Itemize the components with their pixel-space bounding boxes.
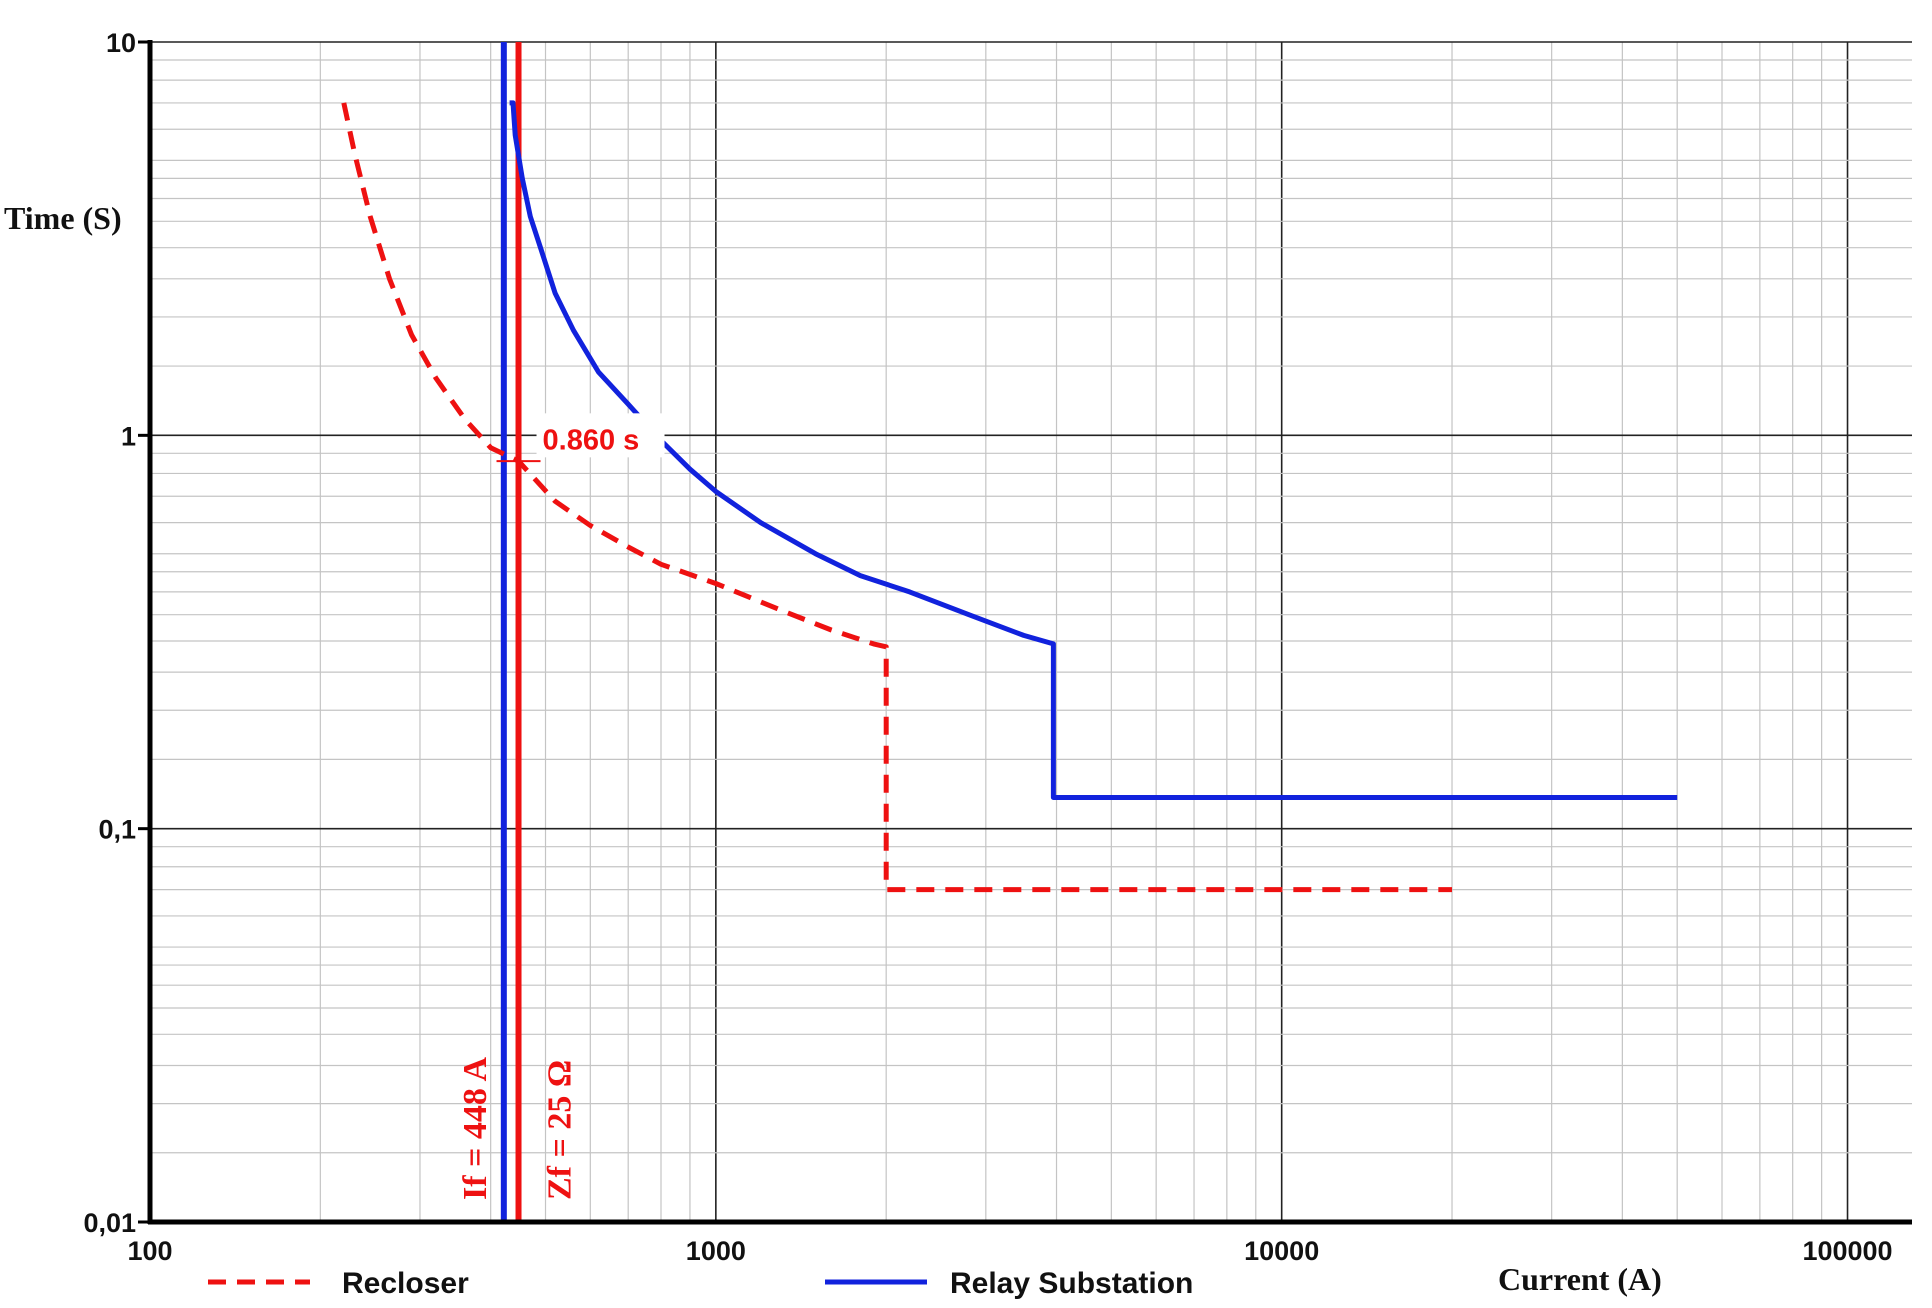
x-tick-label: 100 bbox=[127, 1236, 172, 1266]
y-tick-label: 1 bbox=[121, 421, 136, 451]
y-tick-label: 0,01 bbox=[83, 1208, 136, 1238]
y-tick-label: 0,1 bbox=[98, 815, 136, 845]
reference-lines bbox=[500, 42, 522, 1222]
annotations: If = 448 A Zf = 25 Ω 0.860 s bbox=[457, 413, 665, 1200]
callout-label-background bbox=[536, 413, 665, 458]
legend: Recloser Relay Substation bbox=[208, 1267, 1193, 1300]
series bbox=[341, 100, 1678, 893]
x-tick-label: 1000 bbox=[686, 1236, 746, 1266]
legend-label-1: Relay Substation bbox=[950, 1267, 1193, 1300]
legend-label-0: Recloser bbox=[342, 1267, 469, 1300]
vertical-line-label-0: If = 448 A bbox=[457, 1056, 494, 1200]
axes bbox=[138, 40, 1912, 1225]
x-axis-title: Current (A) bbox=[1498, 1261, 1662, 1297]
series-line-recloser bbox=[341, 102, 1452, 893]
callout-label: 0.860 s bbox=[543, 424, 640, 456]
vertical-line-label-1: Zf = 25 Ω bbox=[542, 1060, 579, 1200]
grid bbox=[149, 41, 1912, 1223]
y-axis-title: Time (S) bbox=[4, 200, 122, 236]
labels: Time (S) Current (A) 100 1000 10000 100000 0… bbox=[4, 28, 1893, 1297]
x-tick-label: 10000 bbox=[1244, 1236, 1319, 1266]
series-line-relay-substation bbox=[509, 100, 1678, 800]
x-tick-label: 100000 bbox=[1802, 1236, 1892, 1266]
y-tick-label: 10 bbox=[106, 28, 136, 58]
